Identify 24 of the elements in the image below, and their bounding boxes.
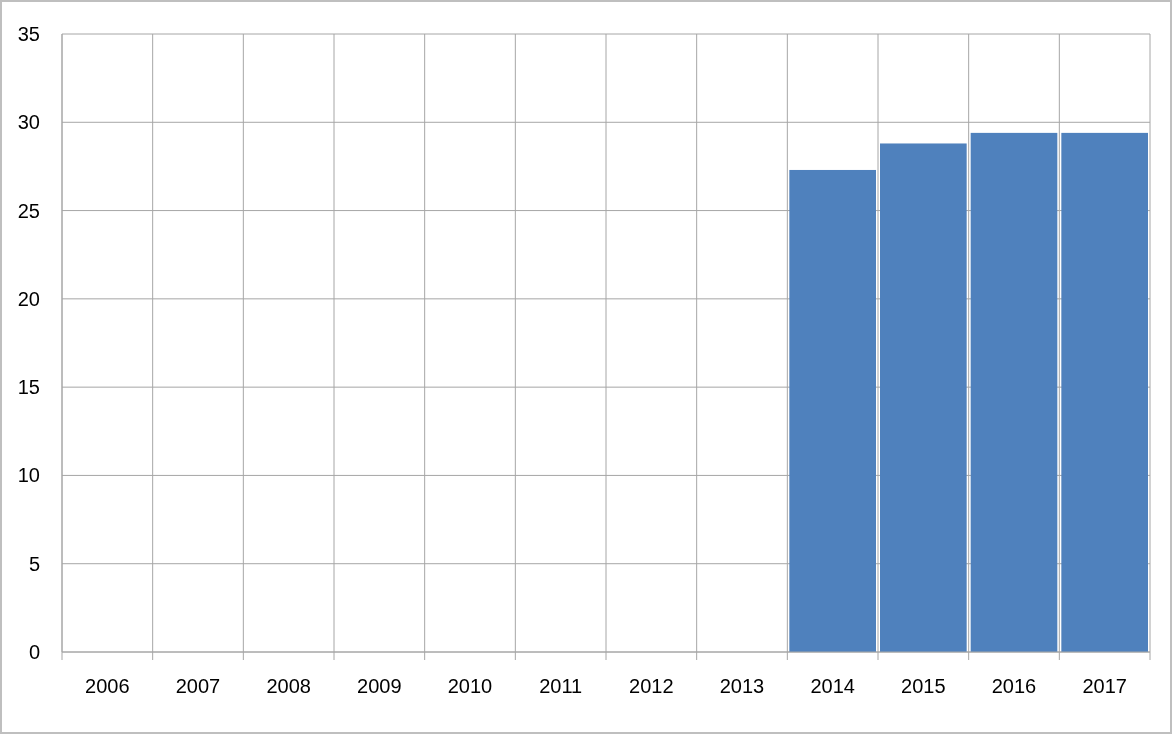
- x-tick-label: 2011: [539, 675, 583, 697]
- bar: [789, 169, 876, 652]
- y-tick-label: 30: [17, 111, 40, 134]
- x-tick-label: 2006: [85, 675, 130, 697]
- x-tick-label: 2013: [719, 675, 765, 697]
- x-tick-label: 2007: [175, 675, 221, 697]
- x-tick-label: 2008: [266, 675, 311, 697]
- y-tick-label: 20: [17, 287, 40, 310]
- x-tick-label: 2015: [901, 675, 946, 697]
- y-tick-label: 15: [17, 376, 40, 399]
- y-tick-label: 5: [28, 552, 40, 575]
- bar: [1061, 132, 1148, 652]
- y-tick-label: 10: [17, 464, 40, 487]
- y-tick-label: 35: [17, 23, 40, 45]
- x-tick-label: 2014: [810, 675, 855, 697]
- x-tick-label: 2010: [447, 675, 493, 697]
- x-tick-label: 2009: [357, 675, 402, 697]
- x-tick-label: 2012: [629, 675, 674, 697]
- y-tick-label: 25: [17, 199, 40, 222]
- bar: [880, 143, 967, 652]
- x-tick-label: 2016: [991, 675, 1037, 697]
- x-tick-label: 2017: [1082, 675, 1127, 697]
- bar: [970, 132, 1058, 652]
- y-tick-label: 0: [28, 641, 40, 663]
